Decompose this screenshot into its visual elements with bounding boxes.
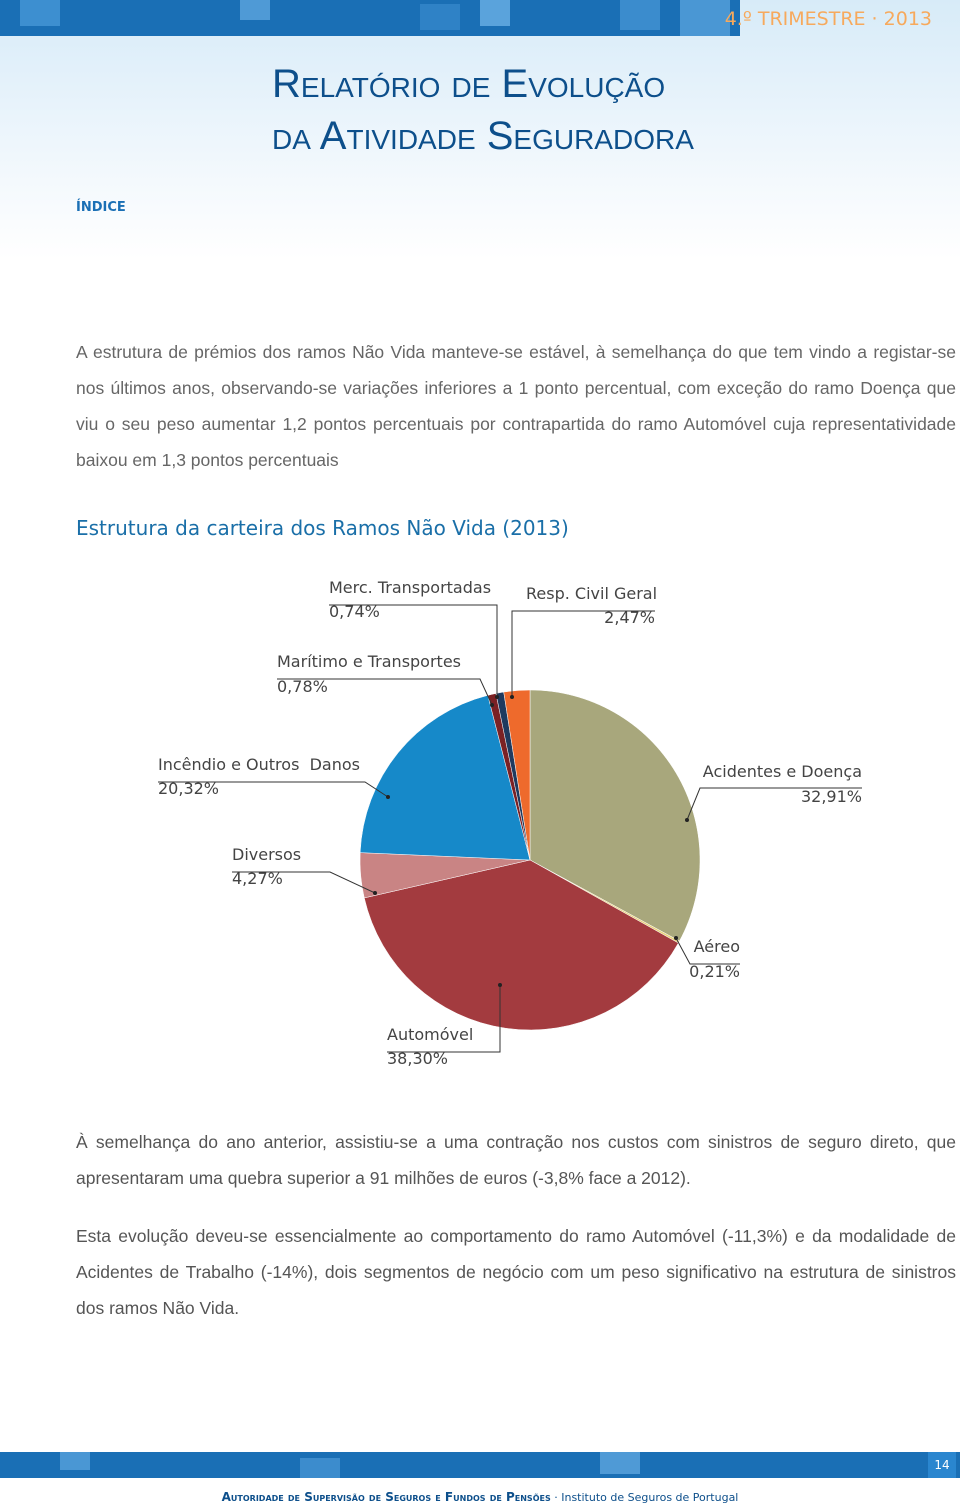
title: da Atividade Seguradora bbox=[272, 114, 694, 158]
leader-dot bbox=[495, 695, 499, 699]
footer-band bbox=[0, 1452, 960, 1478]
slice-label: Marítimo e Transportes bbox=[277, 652, 461, 671]
leader-dot bbox=[498, 983, 502, 987]
paragraph: Esta evolução deveu-se essencialmente ao… bbox=[76, 1226, 956, 1318]
leader-dot bbox=[510, 695, 514, 699]
leader-dot bbox=[490, 703, 494, 707]
slice-label: Automóvel bbox=[387, 1025, 473, 1044]
footer-authority: Autoridade de Supervisão de Seguros e Fu… bbox=[221, 1490, 551, 1504]
slice-label: Incêndio e Outros Danos bbox=[158, 755, 360, 774]
leader-line bbox=[675, 937, 740, 965]
paragraph: A estrutura de prémios dos ramos Não Vid… bbox=[76, 342, 956, 470]
slice-value: 0,21% bbox=[689, 962, 740, 981]
paragraph: À semelhança do ano anterior, assistiu-s… bbox=[76, 1132, 956, 1188]
slice-label: Aéreo bbox=[694, 937, 740, 956]
leader-line bbox=[686, 787, 862, 821]
chart-title: Estrutura da carteira dos Ramos Não Vida… bbox=[76, 516, 569, 540]
index-link[interactable]: ÍNDICE bbox=[76, 200, 126, 215]
leader-line bbox=[329, 604, 498, 697]
slice-value: 32,91% bbox=[801, 787, 862, 806]
leader-line bbox=[277, 678, 493, 706]
slice-value: 38,30% bbox=[387, 1049, 448, 1068]
pie-slice bbox=[359, 695, 531, 861]
period: 4.º TRIMESTRE · 2013 bbox=[724, 8, 932, 30]
header-band: 4.º TRIMESTRE · 2013 Relatório de Evoluç… bbox=[0, 0, 960, 260]
leader-dot bbox=[386, 795, 390, 799]
leader-dot bbox=[373, 891, 377, 895]
footer-institute: · Instituto de Seguros de Portugal bbox=[554, 1491, 739, 1504]
slice-value: 4,27% bbox=[232, 869, 283, 888]
page-number: 14 bbox=[928, 1452, 956, 1478]
chart: Acidentes e Doença 32,91% Aéreo 0,21% Automó… bbox=[158, 578, 862, 1068]
pie-slice bbox=[529, 689, 701, 942]
leader-line bbox=[232, 871, 376, 894]
leader-line bbox=[387, 985, 501, 1053]
leader-dot bbox=[685, 818, 689, 822]
leader-dot bbox=[674, 936, 678, 940]
header-tiles bbox=[0, 0, 740, 36]
pie-slice bbox=[503, 689, 531, 861]
slice-value: 20,32% bbox=[158, 779, 219, 798]
leader-line bbox=[511, 610, 655, 697]
slice-label: Acidentes e Doença bbox=[703, 762, 862, 781]
slice-value: 0,74% bbox=[329, 602, 380, 621]
leader-line bbox=[158, 781, 389, 798]
slice-value: 2,47% bbox=[604, 608, 655, 627]
pie-slice bbox=[363, 859, 679, 1031]
title: Relatório de Evolução bbox=[272, 62, 666, 106]
slice-value: 0,78% bbox=[277, 677, 328, 696]
slice-label: Merc. Transportadas bbox=[329, 578, 491, 597]
slice-label: Diversos bbox=[232, 845, 301, 864]
footer: Autoridade de Supervisão de Seguros e Fu… bbox=[0, 1490, 960, 1504]
slice-label: Resp. Civil Geral bbox=[526, 584, 657, 603]
